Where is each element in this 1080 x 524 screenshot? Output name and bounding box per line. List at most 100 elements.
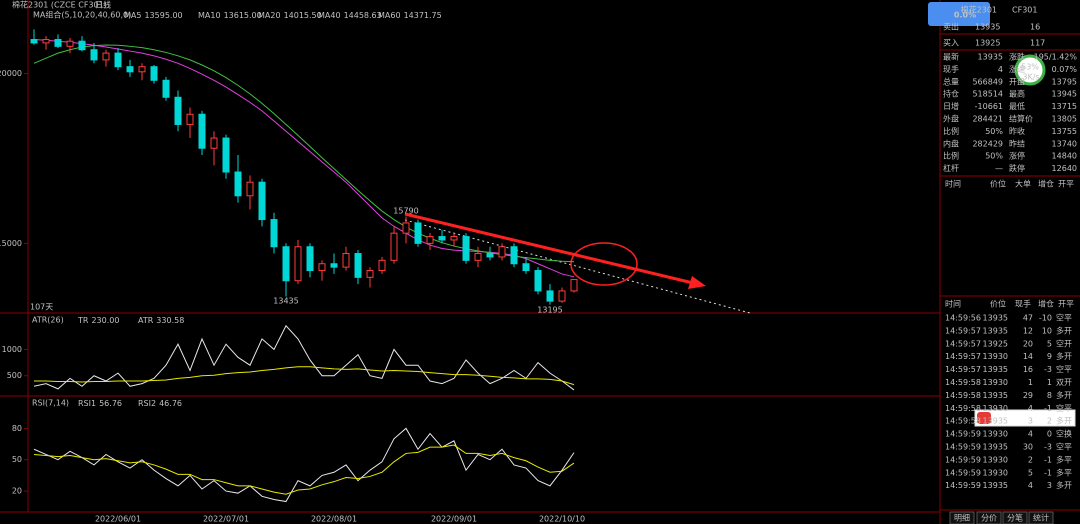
column-header: 增仓 [1038,179,1054,189]
candle-body [222,137,230,173]
stat-value: 282429 [972,139,1003,148]
trade-change: -1 [1044,468,1052,477]
trade-type: 多平 [1056,454,1072,464]
tab[interactable] [949,511,975,524]
price-annotation: 15790 [393,207,418,216]
trade-type: 双开 [1056,378,1072,387]
order-qty: 16 [1030,23,1040,32]
trade-qty: 16 [1023,365,1033,374]
candle-body [354,253,362,278]
candle-body [414,222,422,244]
trade-qty: 1 [1028,378,1033,387]
order-qty: 117 [1030,39,1045,48]
tab-label[interactable]: 统计 [1033,513,1049,523]
indicator-line [33,324,575,391]
stat-value: 566849 [972,77,1003,86]
candle-body [318,263,326,272]
candle-body [570,279,578,292]
trade-time: 14:59:59 [945,443,981,452]
trade-qty: 2 [1028,455,1033,464]
trade-time: 14:59:58 [945,391,981,400]
legend-item: MA20 14015.50 [258,11,322,20]
stat-label: 最高 [1009,89,1025,99]
legend-item: ATR 330.58 [138,316,184,325]
indicator-line [34,366,575,386]
trade-price: 13925 [983,339,1008,348]
tab-label[interactable]: 明细 [954,513,970,523]
candle-body [138,66,146,73]
legend-value: 13595.00 [144,11,182,20]
legend-value: 13615.00 [224,11,262,20]
stat-value: 13740 [1052,139,1077,148]
cpu-rate: 3K/s [1022,73,1039,82]
candle-body [246,181,254,197]
trade-time: 14:59:59 [945,430,981,439]
order-label: 卖出 [943,22,959,32]
stat-value: 13715 [1052,102,1077,111]
tab[interactable] [1028,511,1054,524]
indicator-line [33,44,575,263]
column-header: 价位 [990,299,1006,309]
tab-label[interactable]: 分价 [981,514,997,523]
trade-price: 13935 [983,443,1008,452]
y-tick-label: 1000 [2,345,22,354]
trade-qty: 3 [1028,417,1033,426]
trade-qty: 29 [1023,391,1033,400]
tab-label[interactable]: 分笔 [1007,513,1023,523]
x-tick-label: 2022/07/01 [203,515,249,524]
tab[interactable] [976,511,1002,524]
trade-change: 3 [1047,481,1052,490]
stat-label: 开盘 [1009,76,1025,86]
trade-time: 14:59:57 [945,339,981,348]
column-header: 大单 [1015,179,1031,189]
trade-change: 10 [1042,326,1052,335]
trade-price: 13930 [983,468,1008,477]
trade-type: 空开 [1056,338,1072,348]
stat-value: 13945 [1052,90,1077,99]
legend-name: MA60 [378,11,401,20]
price-annotation: 13435 [273,297,298,306]
stat-value: -10661 [975,102,1003,111]
legend-item: RSI1 56.76 [78,399,122,408]
candle-body [510,246,518,265]
trade-time: 14:59:57 [945,326,981,335]
legend-value: 14015.50 [284,11,322,20]
candle-body [66,40,74,47]
cpu-text: 53% [1021,63,1039,72]
x-tick-label: 2022/06/01 [95,515,141,524]
legend-value: 56.76 [99,399,122,408]
column-header: 开平 [1058,180,1074,189]
candle-body [234,171,242,197]
stat-value: 14840 [1052,152,1077,161]
trade-qty: 47 [1023,314,1033,323]
cpu-widget [1014,54,1046,86]
ime-toolbar [974,409,1076,427]
trade-type: 多平 [1056,467,1072,477]
trade-price: 13935 [983,391,1008,400]
candle-body [522,263,530,272]
tab[interactable] [1002,511,1028,524]
trade-change: 1 [1047,378,1052,387]
stat-label: 持仓 [943,89,959,99]
red-arrow [404,212,706,289]
order-price: 13925 [975,39,1000,48]
legend-item: RSI2 46.76 [138,399,182,408]
trade-time: 14:59:56 [945,314,981,323]
trade-price: 13935 [983,314,1008,323]
stat-label: 涨跌 [1009,52,1025,62]
trade-qty: 5 [1028,468,1033,477]
legend-value: 330.58 [156,316,184,325]
order-label: 买入 [943,39,959,48]
chart-title: 棉花2301 (CZCE CF301) [12,0,107,10]
trade-price: 13935 [983,481,1008,490]
trade-type: 空平 [1056,313,1072,323]
trade-time: 14:59:59 [945,455,981,464]
legend-name: ATR [138,316,154,325]
column-header: 价位 [990,179,1006,189]
instrument-code: CF301 [1012,6,1037,15]
legend-value: 230.00 [91,316,119,325]
trade-change: 9 [1047,352,1052,361]
stat-value: 12640 [1052,164,1077,173]
trade-type: 空换 [1056,429,1072,439]
